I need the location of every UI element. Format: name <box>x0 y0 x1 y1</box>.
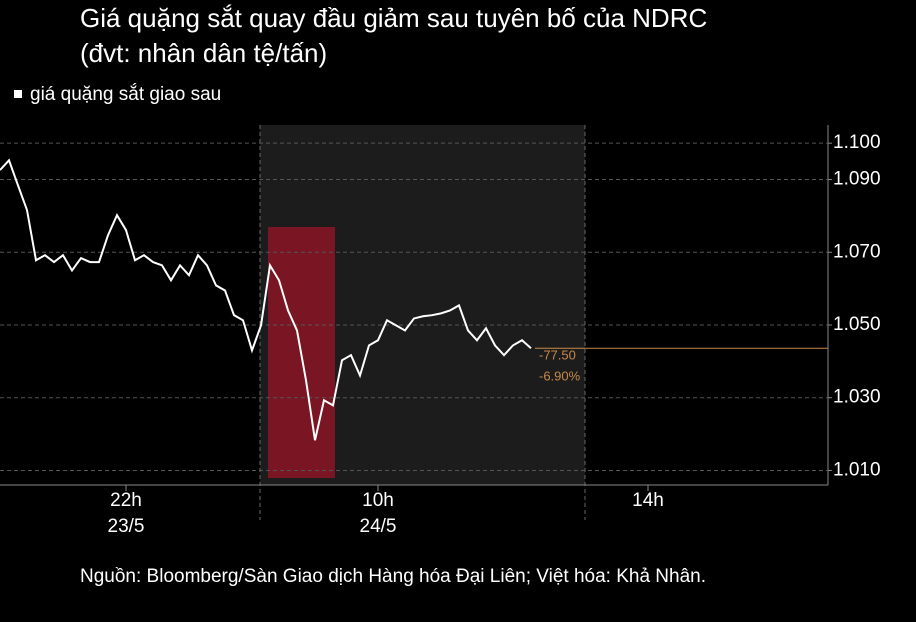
x-tick-label: 10h <box>362 490 394 511</box>
x-tick-date: 23/5 <box>108 516 145 537</box>
x-tick-label: 22h <box>110 490 142 511</box>
y-tick-label: 1.050 <box>833 314 881 335</box>
x-tick-label: 14h <box>632 490 664 511</box>
chart-title: Giá quặng sắt quay đầu giảm sau tuyên bố… <box>80 3 707 33</box>
y-tick-label: 1.090 <box>833 169 881 190</box>
legend-swatch <box>14 90 22 98</box>
y-tick-label: 1.100 <box>833 132 881 153</box>
chart-subtitle: (đvt: nhân dân tệ/tấn) <box>80 38 327 68</box>
annotation: -77.50 <box>539 348 576 363</box>
series-line <box>0 158 532 441</box>
legend-label: giá quặng sắt giao sau <box>30 83 221 105</box>
y-tick-label: 1.070 <box>833 241 881 262</box>
x-tick-date: 24/5 <box>360 516 397 537</box>
annotation: -6.90% <box>539 369 581 384</box>
y-tick-label: 1.010 <box>833 459 881 480</box>
y-tick-label: 1.030 <box>833 387 881 408</box>
source-note: Nguồn: Bloomberg/Sàn Giao dịch Hàng hóa … <box>80 566 706 587</box>
